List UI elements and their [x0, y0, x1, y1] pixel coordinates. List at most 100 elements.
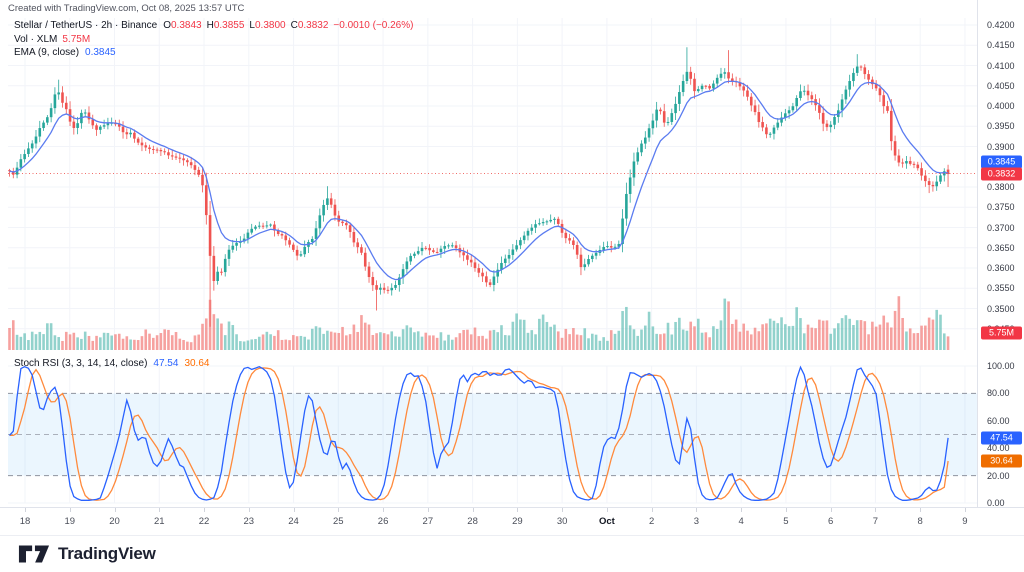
ema-legend-row[interactable]: EMA (9, close) 0.3845 — [14, 47, 413, 60]
symbol-title: Stellar / TetherUS · 2h · Binance — [14, 20, 158, 31]
time-label-24: 24 — [288, 516, 299, 527]
stoch-k-value: 47.54 — [153, 358, 179, 369]
time-tick — [562, 508, 564, 512]
price-tick-0.3700: 0.3700 — [987, 222, 1015, 233]
time-tick — [696, 508, 698, 512]
time-tick — [785, 508, 787, 512]
volume-value: 5.75M — [62, 33, 91, 45]
time-tick — [25, 508, 26, 512]
time-axis[interactable]: 18 19 20 21 22 23 24 25 26 27 28 29 30 Oct 2 3 4 5 6 7 8 9 — [0, 507, 1024, 536]
stoch-k-badge: 47.54 — [981, 431, 1022, 445]
time-label-30: 30 — [556, 516, 568, 527]
ohlc-c: C0.3832 — [290, 20, 329, 31]
price-tick-0.4050: 0.4050 — [987, 80, 1015, 91]
time-label-9: 9 — [962, 516, 968, 527]
stoch-d-line — [9, 367, 949, 501]
price-tick-0.3550: 0.3550 — [987, 283, 1015, 294]
time-label-4: 4 — [738, 516, 744, 527]
time-tick — [651, 508, 653, 512]
stoch-d-badge: 30.64 — [981, 454, 1022, 468]
volume-legend-row[interactable]: Vol · XLM 5.75M — [14, 34, 413, 47]
price-tick-0.3750: 0.3750 — [987, 202, 1015, 213]
stoch-rsi-label: Stoch RSI (3, 3, 14, 14, close) — [14, 358, 148, 369]
stoch-tick-100.00: 100.00 — [987, 361, 1015, 371]
time-label-7: 7 — [872, 516, 879, 527]
time-label-6: 6 — [828, 516, 834, 527]
time-label-22: 22 — [198, 516, 210, 527]
time-tick — [875, 508, 877, 512]
time-label-21: 21 — [153, 516, 165, 527]
time-label-3: 3 — [693, 516, 700, 527]
ohlc-values: O0.3843 H0.3855 L0.3800 C0.3832 — [163, 20, 333, 31]
time-label-8: 8 — [917, 516, 923, 527]
time-tick — [472, 508, 474, 512]
stoch-rsi-legend-row[interactable]: Stoch RSI (3, 3, 14, 14, close) 47.54 30.6… — [14, 358, 209, 369]
price-tick-0.3600: 0.3600 — [987, 263, 1015, 273]
price-tick-0.4100: 0.4100 — [987, 60, 1015, 71]
time-label-25: 25 — [333, 516, 344, 527]
time-label-23: 23 — [243, 516, 255, 527]
price-tick-0.3950: 0.3950 — [987, 121, 1015, 132]
stoch-d-value: 30.64 — [184, 358, 210, 369]
price-tick-0.4150: 0.4150 — [987, 40, 1015, 51]
time-tick — [383, 508, 385, 512]
price-tick-0.3650: 0.3650 — [987, 242, 1015, 253]
last-price-badge: 0.3832 — [981, 167, 1022, 180]
time-tick — [830, 508, 832, 512]
time-label-29: 29 — [512, 516, 523, 527]
ohlc-l: L0.3800 — [249, 20, 286, 31]
volume-bars — [8, 296, 950, 350]
price-tick-0.3900: 0.3900 — [987, 141, 1015, 152]
time-tick — [159, 508, 161, 512]
footer: TradingView — [0, 535, 1024, 572]
time-tick — [248, 508, 250, 512]
time-tick — [606, 508, 608, 512]
time-tick — [69, 508, 71, 512]
price-axis[interactable]: 0.4200 0.4150 0.4100 0.4050 0.4000 0.3950 0.39… — [977, 0, 1024, 535]
time-label-26: 26 — [377, 516, 389, 527]
stoch-band — [8, 393, 977, 476]
time-tick — [964, 508, 966, 512]
change-value: −0.0010 (−0.26%) — [333, 20, 414, 31]
stoch-k-line — [9, 365, 949, 501]
time-tick — [920, 508, 922, 512]
symbol-legend-row[interactable]: Stellar / TetherUS · 2h · Binance O0.3843… — [14, 20, 413, 33]
volume-badge: 5.75M — [981, 326, 1022, 340]
stoch-tick-0.00: 0.00 — [987, 498, 1005, 508]
time-label-2: 2 — [648, 516, 655, 527]
time-tick — [427, 508, 429, 512]
time-tick — [338, 508, 340, 512]
volume-label: Vol · XLM — [14, 33, 58, 45]
price-tick-0.3500: 0.3500 — [987, 303, 1015, 314]
price-tick-0.4000: 0.4000 — [987, 101, 1015, 111]
ema-label: EMA (9, close) — [14, 47, 80, 58]
tradingview-logo-icon[interactable] — [18, 544, 50, 564]
time-tick — [293, 508, 295, 512]
stoch-tick-40.00: 40.00 — [987, 443, 1010, 454]
time-label-5: 5 — [783, 516, 789, 527]
ema-price-badge: 0.3845 — [981, 155, 1022, 169]
brand-name: TradingView — [58, 544, 156, 563]
time-tick — [204, 508, 206, 512]
stoch-tick-60.00: 60.00 — [987, 415, 1010, 426]
price-tick-0.3800: 0.3800 — [987, 182, 1015, 192]
time-label-Oct: Oct — [598, 516, 615, 527]
ema-line — [9, 80, 949, 281]
ohlc-o: O0.3843 — [163, 20, 202, 31]
ema-value: 0.3845 — [85, 47, 116, 58]
attribution-text: Created with TradingView.com, Oct 08, 20… — [8, 3, 245, 14]
time-tick — [517, 508, 519, 512]
stoch-tick-20.00: 20.00 — [987, 470, 1010, 481]
time-tick — [741, 508, 743, 512]
time-label-27: 27 — [422, 516, 434, 527]
stoch-tick-80.00: 80.00 — [987, 388, 1010, 399]
time-label-19: 19 — [64, 516, 76, 527]
time-label-28: 28 — [467, 516, 478, 527]
price-tick-0.4200: 0.4200 — [987, 20, 1015, 30]
time-label-18: 18 — [19, 516, 31, 527]
ohlc-h: H0.3855 — [206, 20, 245, 31]
time-tick — [114, 508, 116, 512]
time-label-20: 20 — [109, 516, 120, 527]
